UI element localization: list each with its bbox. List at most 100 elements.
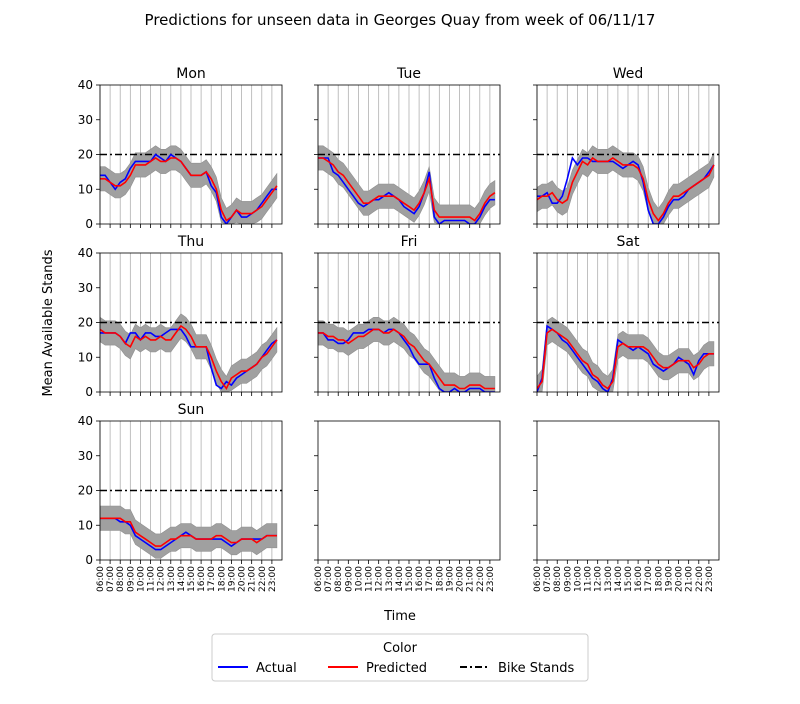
subplot-title: Wed: [613, 66, 644, 82]
x-tick-label: 23:00: [705, 566, 715, 592]
x-tick-label: 15:00: [624, 566, 634, 592]
x-tick-label: 08:00: [116, 566, 126, 592]
legend-title: Color: [383, 641, 418, 656]
x-tick-label: 22:00: [476, 566, 486, 592]
x-tick-label: 15:00: [405, 566, 415, 592]
confidence-band: [100, 146, 277, 224]
x-tick-label: 17:00: [207, 566, 217, 592]
y-tick-label: 40: [78, 246, 93, 260]
confidence-band: [100, 314, 277, 392]
x-tick-label: 20:00: [675, 566, 685, 592]
x-tick-label: 12:00: [594, 566, 604, 592]
subplot-title: Fri: [401, 234, 418, 250]
subplot-title: Mon: [176, 66, 206, 82]
x-tick-label: 11:00: [365, 566, 375, 592]
subplot-empty-7: 06:00 07:00 08:00 09:00 10:00 11:00 12:00 13:00…: [314, 421, 500, 592]
subplot-wed: Wed: [533, 66, 719, 228]
x-tick-label: 11:00: [147, 566, 157, 592]
x-tick-label: 14:00: [177, 566, 187, 592]
y-tick-label: 0: [85, 553, 93, 567]
x-tick-label: 10:00: [136, 566, 146, 592]
subplot-mon: Mon 0 10 20 30 40: [78, 66, 282, 231]
x-tick-label: 21:00: [248, 566, 258, 592]
x-tick-label: 18:00: [217, 566, 227, 592]
y-tick-label: 10: [78, 350, 93, 364]
x-tick-label: 21:00: [466, 566, 476, 592]
x-tick-label: 07:00: [106, 566, 116, 592]
subplot-frame: [318, 421, 500, 560]
subplot-title: Sat: [617, 234, 640, 250]
chart-title: Predictions for unseen data in Georges Q…: [145, 11, 656, 29]
x-tick-label: 09:00: [563, 566, 573, 592]
x-tick-label: 16:00: [415, 566, 425, 592]
x-tick-label: 13:00: [604, 566, 614, 592]
x-tick-label: 14:00: [614, 566, 624, 592]
x-tick-label: 06:00: [533, 566, 543, 592]
legend-label-actual: Actual: [256, 661, 297, 676]
x-tick-label: 12:00: [375, 566, 385, 592]
x-tick-label: 18:00: [435, 566, 445, 592]
x-tick-label: 10:00: [354, 566, 364, 592]
subplot-thu: Thu 0 10 20 30 40: [78, 234, 282, 399]
legend: Color Actual Predicted Bike Stands: [212, 634, 588, 681]
subplot-empty-8: 06:00 07:00 08:00 09:00 10:00 11:00 12:00 13:00…: [533, 421, 719, 592]
x-tick-label: 20:00: [238, 566, 248, 592]
x-tick-label: 09:00: [344, 566, 354, 592]
x-tick-label: 08:00: [553, 566, 563, 592]
x-tick-label: 07:00: [543, 566, 553, 592]
y-axis-label: Mean Available Stands: [41, 249, 56, 396]
subplot-title: Thu: [177, 234, 204, 250]
y-tick-label: 10: [78, 518, 93, 532]
y-tick-label: 30: [78, 113, 93, 127]
x-axis-label: Time: [383, 609, 416, 624]
x-tick-label: 12:00: [157, 566, 167, 592]
x-tick-label: 17:00: [425, 566, 435, 592]
y-tick-label: 0: [85, 217, 93, 231]
x-tick-label: 11:00: [584, 566, 594, 592]
x-tick-label: 16:00: [197, 566, 207, 592]
x-tick-label: 16:00: [634, 566, 644, 592]
y-tick-label: 20: [78, 148, 93, 162]
x-tick-label: 07:00: [324, 566, 334, 592]
x-tick-label: 20:00: [456, 566, 466, 592]
x-tick-label: 15:00: [187, 566, 197, 592]
x-tick-label: 08:00: [334, 566, 344, 592]
confidence-band: [537, 146, 714, 224]
confidence-band: [100, 506, 277, 558]
subplot-tue: Tue: [314, 66, 500, 228]
y-tick-label: 30: [78, 449, 93, 463]
x-tick-label: 22:00: [258, 566, 268, 592]
x-tick-label: 09:00: [126, 566, 136, 592]
x-tick-label: 23:00: [268, 566, 278, 592]
x-tick-label: 19:00: [227, 566, 237, 592]
legend-label-bike-stands: Bike Stands: [498, 661, 575, 676]
x-tick-label: 13:00: [167, 566, 177, 592]
x-tick-label: 18:00: [654, 566, 664, 592]
y-tick-label: 20: [78, 316, 93, 330]
y-tick-label: 10: [78, 182, 93, 196]
subplot-sat: Sat: [533, 234, 719, 396]
y-tick-label: 40: [78, 78, 93, 92]
y-tick-label: 40: [78, 414, 93, 428]
confidence-band: [537, 317, 714, 392]
subplot-title: Tue: [396, 66, 421, 82]
y-tick-label: 20: [78, 484, 93, 498]
x-tick-label: 06:00: [314, 566, 324, 592]
confidence-band: [318, 317, 495, 392]
x-tick-label: 19:00: [445, 566, 455, 592]
x-tick-label: 13:00: [385, 566, 395, 592]
x-tick-label: 21:00: [685, 566, 695, 592]
legend-label-predicted: Predicted: [366, 661, 427, 676]
x-tick-label: 10:00: [573, 566, 583, 592]
y-tick-label: 30: [78, 281, 93, 295]
y-tick-label: 0: [85, 385, 93, 399]
x-tick-label: 22:00: [695, 566, 705, 592]
x-tick-label: 23:00: [486, 566, 496, 592]
x-tick-label: 19:00: [664, 566, 674, 592]
subplot-title: Sun: [178, 402, 205, 418]
panels-group: Mon 0 10 20 30 40 Tue Wed Thu 0 10 20 30 40 Fri Sat Sun 0…: [78, 66, 719, 592]
subplot-frame: [537, 421, 719, 560]
subplot-sun: Sun 0 10 20 30 40 06:00 07:00 08:00 09:00 10:00 11:…: [78, 402, 282, 592]
subplot-fri: Fri: [314, 234, 500, 396]
